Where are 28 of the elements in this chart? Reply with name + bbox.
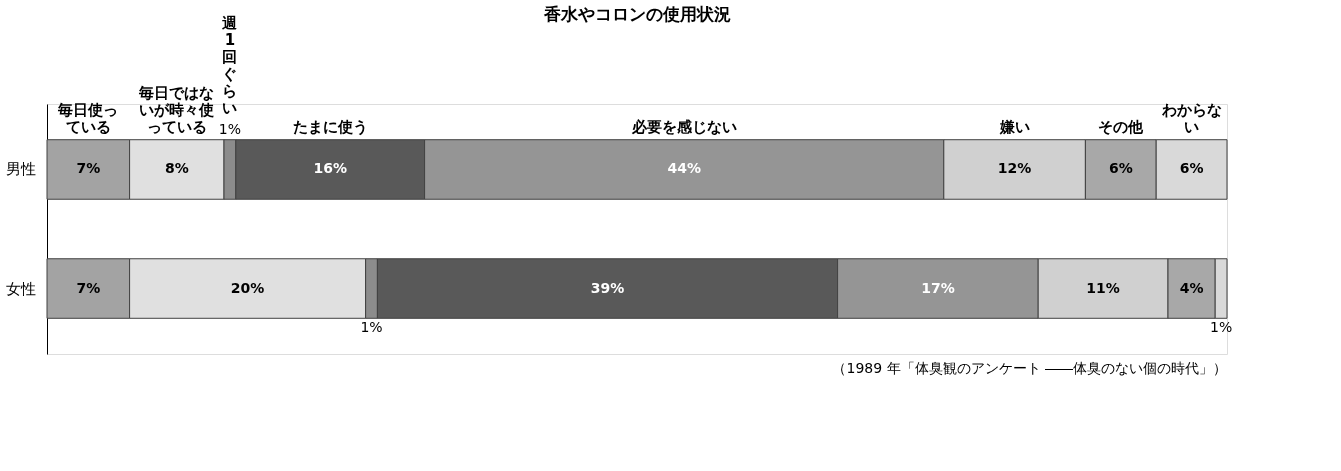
data-label: 7% xyxy=(76,279,101,296)
series-label: たまに使う xyxy=(292,117,368,136)
data-label: 1% xyxy=(1209,319,1233,336)
series-label: 毎日ではないが時々使っている xyxy=(138,83,215,136)
y-tick-label: 男性 xyxy=(5,160,36,179)
series-label: 週1回ぐらい xyxy=(221,13,239,117)
series-label: その他 xyxy=(1098,117,1145,136)
data-label: 1% xyxy=(218,120,242,137)
text: （1989 年「体臭観のアンケート ――体臭のない個の時代」） xyxy=(832,360,1227,376)
data-label: 6% xyxy=(1179,160,1204,177)
data-label: 20% xyxy=(230,279,265,296)
series-label: 嫌い xyxy=(998,117,1030,136)
data-label: 1% xyxy=(360,319,383,336)
series-label: 必要を感じない xyxy=(630,117,737,136)
data-label: 8% xyxy=(164,160,189,177)
data-label: 44% xyxy=(667,160,701,177)
data-label: 12% xyxy=(997,160,1032,177)
data-label: 17% xyxy=(921,279,955,296)
data-label: 16% xyxy=(313,160,347,177)
data-label: 39% xyxy=(590,279,625,296)
data-label: 7% xyxy=(76,160,101,177)
series-label: 毎日使っている xyxy=(57,100,119,136)
data-label: 4% xyxy=(1179,279,1204,296)
data-label: 11% xyxy=(1086,279,1120,296)
chart-title: 香水やコロンの使用状況 xyxy=(542,3,731,24)
series-label: わからない xyxy=(1160,100,1222,136)
data-label: 6% xyxy=(1108,160,1133,177)
y-tick-label: 女性 xyxy=(5,279,36,298)
